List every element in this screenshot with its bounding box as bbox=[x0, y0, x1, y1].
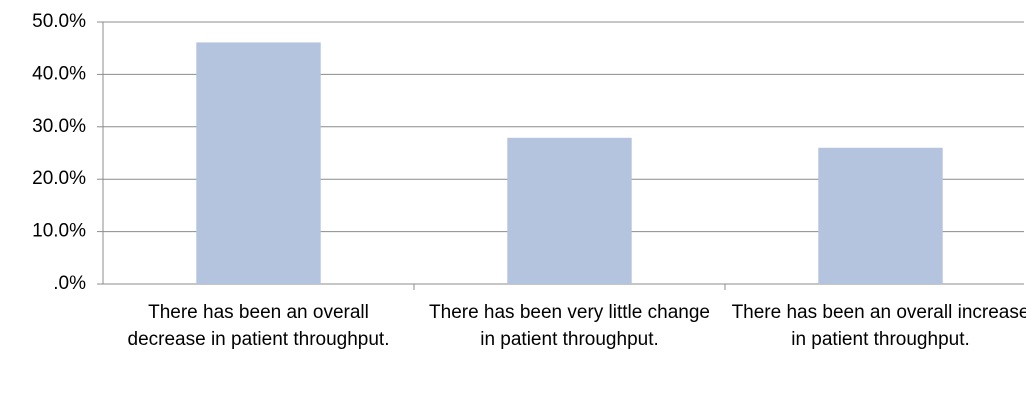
x-tick-label: There has been very little change in pat… bbox=[429, 302, 710, 350]
y-tick-label: 40.0% bbox=[32, 63, 86, 84]
bar bbox=[818, 147, 943, 284]
y-tick-label: 50.0% bbox=[32, 11, 86, 32]
y-tick-label: 20.0% bbox=[32, 168, 86, 189]
bar bbox=[507, 137, 632, 284]
x-tick-label: There has been an overall increase in pa… bbox=[731, 302, 1026, 350]
bar bbox=[196, 42, 321, 284]
y-tick-label: 30.0% bbox=[32, 116, 86, 137]
y-tick-label: .0% bbox=[53, 273, 86, 294]
x-tick-label: There has been an overall decrease in pa… bbox=[127, 302, 390, 350]
y-tick-label: 10.0% bbox=[32, 221, 86, 242]
